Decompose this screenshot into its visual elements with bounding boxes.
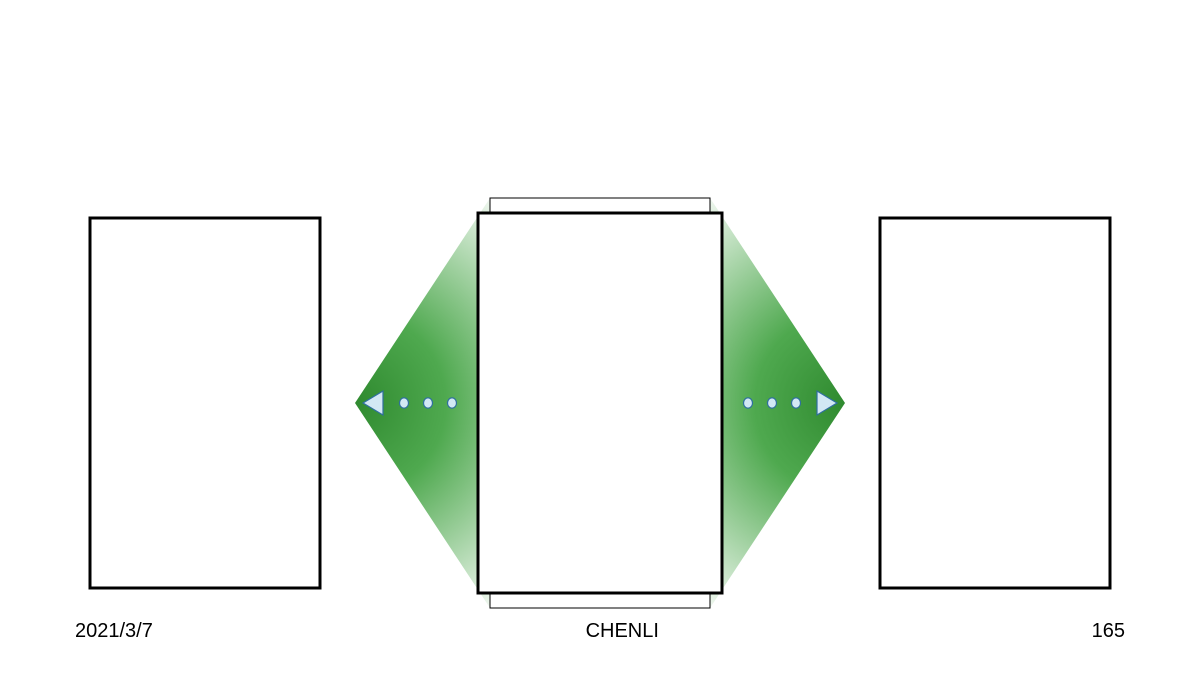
dot: [744, 398, 753, 408]
stage: 2021/3/7 CHENLI 165: [0, 0, 1200, 680]
box-center-inner: [478, 213, 722, 593]
footer-author: CHENLI: [586, 620, 659, 643]
dot: [768, 398, 777, 408]
diagram-svg: [0, 0, 1200, 680]
dot: [424, 398, 433, 408]
footer-page: 165: [1092, 620, 1125, 643]
dot: [448, 398, 457, 408]
footer: 2021/3/7 CHENLI 165: [0, 620, 1200, 643]
dot: [400, 398, 409, 408]
box-right: [880, 218, 1110, 588]
dot: [792, 398, 801, 408]
footer-date: 2021/3/7: [75, 620, 153, 643]
box-left: [90, 218, 320, 588]
